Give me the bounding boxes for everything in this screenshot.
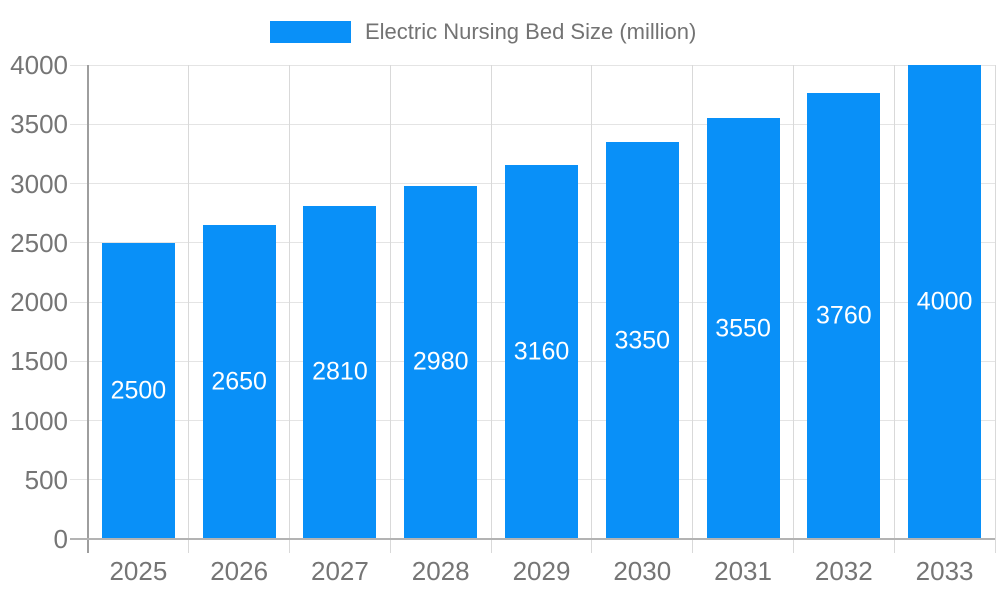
x-tick-label: 2027 xyxy=(311,556,369,586)
gridline-y xyxy=(70,64,995,66)
legend-label: Electric Nursing Bed Size (million) xyxy=(365,19,697,44)
legend-item[interactable]: Electric Nursing Bed Size (million) xyxy=(270,21,696,43)
legend: Electric Nursing Bed Size (million) xyxy=(270,21,696,43)
gridline-x xyxy=(490,65,492,553)
x-tick-label: 2029 xyxy=(512,556,571,586)
bar-value-label: 2980 xyxy=(412,347,469,376)
gridline-x xyxy=(994,65,996,553)
y-tick-label: 4000 xyxy=(10,50,68,80)
gridline-x xyxy=(893,65,895,553)
y-axis-line xyxy=(87,65,89,553)
y-tick-label: 3500 xyxy=(10,109,68,140)
bar-value-label: 3550 xyxy=(715,314,771,343)
bar-2026[interactable]: 2650 xyxy=(202,224,276,539)
x-tick-label: 2028 xyxy=(411,556,470,586)
bar-value-label: 3760 xyxy=(816,301,872,330)
x-tick-label: 2025 xyxy=(109,556,168,586)
y-tick-label: 500 xyxy=(24,464,68,495)
bar-2033[interactable]: 4000 xyxy=(908,65,982,539)
bar-2025[interactable]: 2500 xyxy=(101,242,175,539)
bar-2029[interactable]: 3160 xyxy=(505,164,578,539)
y-tick-label: 0 xyxy=(53,524,68,554)
bar-2027[interactable]: 2810 xyxy=(303,206,377,539)
y-tick-label: 1000 xyxy=(10,405,68,436)
gridline-x xyxy=(692,65,694,553)
y-tick-label: 1500 xyxy=(10,346,68,377)
x-tick-label: 2031 xyxy=(714,556,772,586)
bar-value-label: 2650 xyxy=(211,367,267,396)
bar-value-label: 3350 xyxy=(614,326,671,354)
x-tick-label: 2030 xyxy=(613,556,672,586)
legend-swatch-icon xyxy=(270,21,351,43)
bar-2032[interactable]: 3760 xyxy=(807,93,881,539)
bar-2030[interactable]: 3350 xyxy=(605,142,679,539)
gridline-x xyxy=(792,65,794,553)
y-tick-label: 3000 xyxy=(10,168,68,199)
bar-value-label: 3160 xyxy=(513,337,570,366)
bar-value-label: 2500 xyxy=(110,376,167,405)
gridline-y xyxy=(70,123,995,125)
bar-value-label: 4000 xyxy=(916,287,973,316)
gridline-x xyxy=(591,65,593,553)
gridline-x xyxy=(389,65,391,553)
plot-area: 2500 2650 2810 2980 3160 3350 3550 3760 4000 xyxy=(70,64,996,553)
y-tick-label: 2500 xyxy=(10,227,68,258)
gridline-x xyxy=(289,65,291,553)
x-tick-label: 2032 xyxy=(814,556,873,586)
bar-value-label: 2810 xyxy=(312,357,368,386)
bar-2028[interactable]: 2980 xyxy=(404,185,478,539)
y-tick-label: 2000 xyxy=(10,287,68,317)
gridline-x xyxy=(188,65,190,553)
bar-2031[interactable]: 3550 xyxy=(706,118,780,539)
x-tick-label: 2033 xyxy=(915,556,974,586)
x-tick-label: 2026 xyxy=(210,556,269,586)
x-axis-line xyxy=(70,538,995,540)
